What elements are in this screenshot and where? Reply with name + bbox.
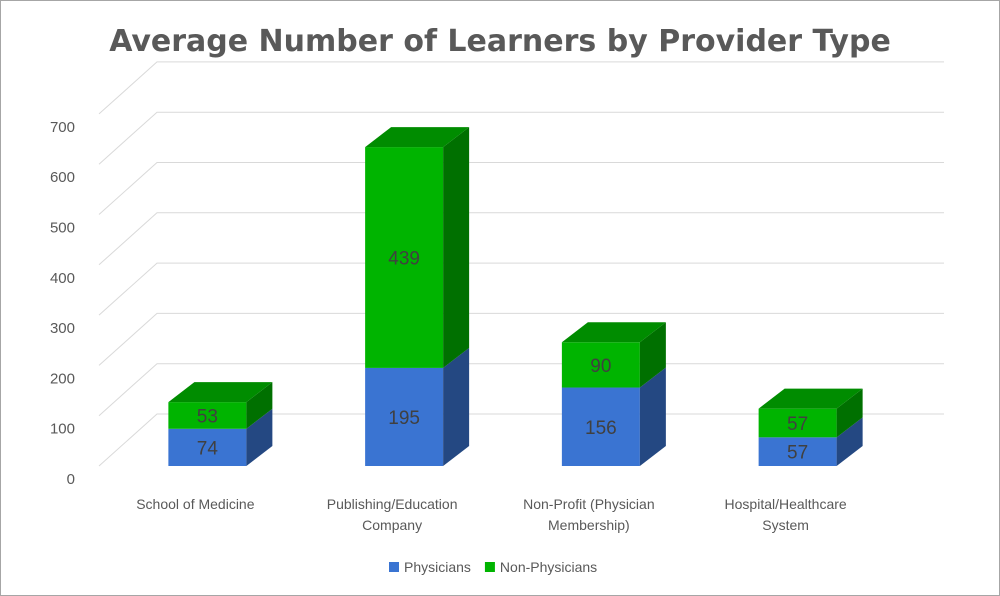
- x-tick-label: Publishing/Education: [327, 496, 458, 512]
- bar-front: [758, 437, 837, 466]
- x-tick-label: Membership): [548, 517, 630, 533]
- x-tick-label: System: [762, 517, 809, 533]
- legend-swatch: [484, 562, 495, 572]
- y-tick-label: 0: [67, 471, 75, 488]
- bar-side: [639, 322, 666, 388]
- gridline: [98, 111, 944, 165]
- bars: 74 53 195 439 156 90 57 57: [168, 127, 863, 466]
- bar-side: [639, 367, 666, 466]
- data-label: 53: [197, 406, 218, 427]
- y-tick-label: 400: [50, 270, 75, 287]
- bar-front: [168, 402, 247, 429]
- bar-side: [246, 408, 273, 466]
- bar-front: [561, 387, 640, 466]
- bar-side: [836, 388, 863, 438]
- bar-front: [365, 367, 444, 466]
- bar-side: [443, 347, 470, 466]
- y-tick-label: 200: [50, 370, 75, 387]
- bar-top: [168, 382, 273, 403]
- gridline: [98, 262, 944, 316]
- x-tick-label: Company: [362, 517, 422, 533]
- data-label: 439: [388, 249, 420, 270]
- bar-side: [836, 417, 863, 466]
- bar-top: [758, 388, 863, 409]
- legend-label: Physicians: [404, 559, 471, 575]
- gridline: [98, 212, 944, 266]
- x-tick-label: School of Medicine: [136, 496, 255, 512]
- data-label: 57: [787, 414, 808, 435]
- data-label: 90: [590, 356, 611, 377]
- gridline: [98, 162, 944, 215]
- x-tick-label: Non-Profit (Physician: [523, 496, 655, 512]
- bar-side: [246, 382, 273, 429]
- gridline: [98, 312, 944, 366]
- y-tick-label: 700: [50, 119, 75, 136]
- y-tick-label: 500: [50, 220, 75, 237]
- y-tick-label: 300: [50, 320, 75, 337]
- x-tick-label: Hospital/Healthcare: [725, 496, 847, 512]
- data-label: 195: [388, 408, 420, 429]
- y-tick-label: 600: [50, 169, 75, 186]
- bar-front: [168, 428, 247, 466]
- y-tick-label: 100: [50, 421, 75, 438]
- gridline: [98, 61, 944, 115]
- data-label: 156: [585, 418, 617, 439]
- bar-top: [561, 322, 666, 343]
- x-axis-labels: School of Medicine Publishing/Education Co…: [136, 496, 847, 533]
- gridlines: [98, 61, 944, 467]
- gridline: [98, 363, 944, 417]
- chart-title: Average Number of Learners by Provider T…: [109, 24, 891, 59]
- data-label: 74: [197, 438, 219, 459]
- y-axis-ticks: 0 100 200 300 400 500 600 700: [50, 119, 75, 488]
- bar-side: [443, 127, 470, 368]
- data-label: 57: [787, 443, 808, 464]
- bar-front: [365, 147, 444, 368]
- gridline: [98, 413, 944, 467]
- legend: Physicians Non-Physicians: [389, 559, 597, 575]
- legend-swatch: [389, 562, 399, 572]
- bar-front: [758, 408, 837, 438]
- bar-top: [365, 127, 470, 148]
- legend-label: Non-Physicians: [500, 559, 597, 575]
- bar-front: [561, 342, 640, 388]
